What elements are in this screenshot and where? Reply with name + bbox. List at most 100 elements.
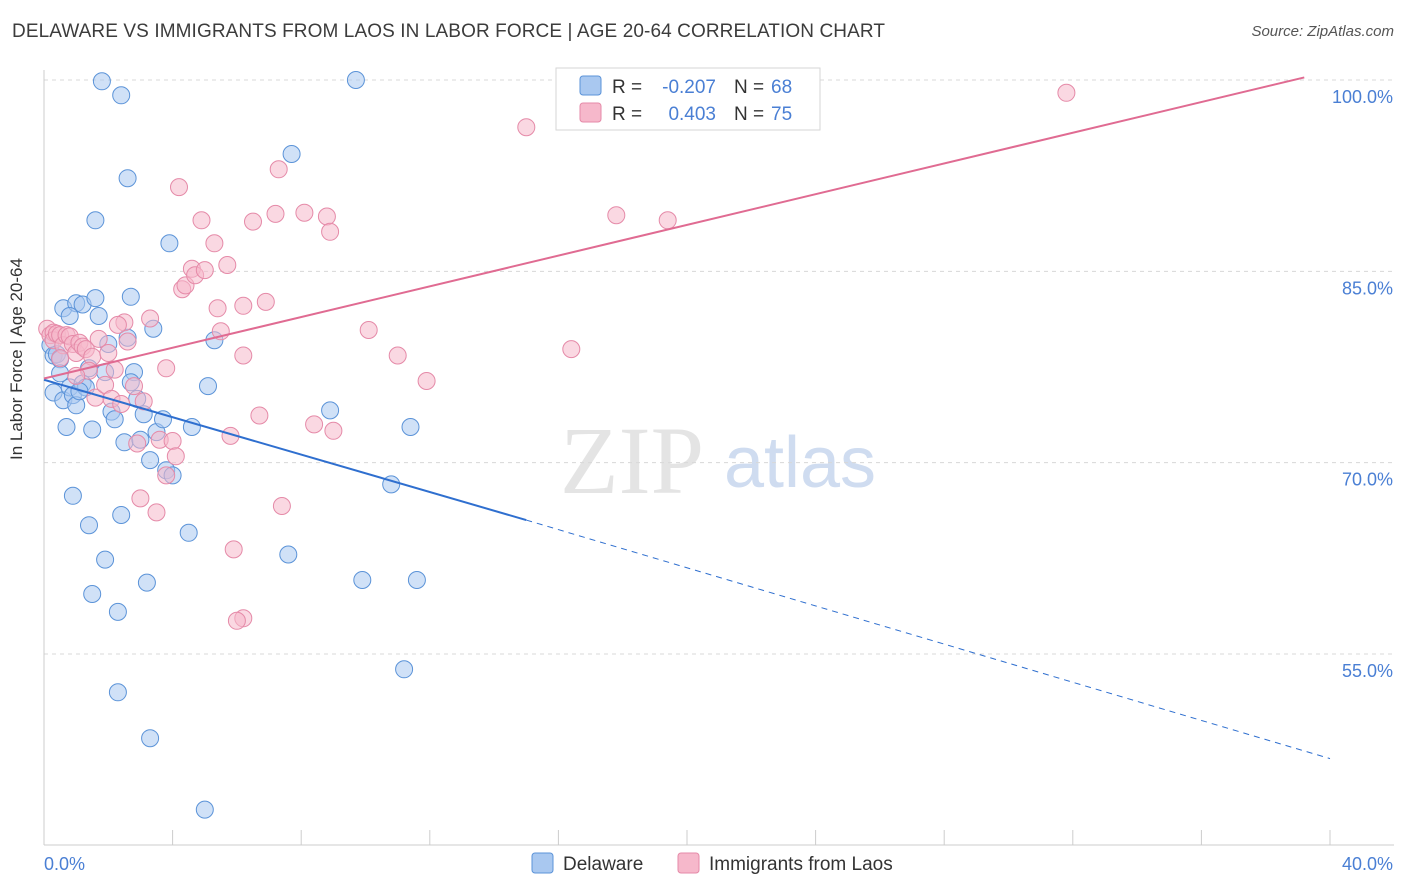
laos-point <box>163 432 182 450</box>
delaware-point <box>105 410 124 429</box>
chart-title: DELAWARE VS IMMIGRANTS FROM LAOS IN LABO… <box>12 21 886 42</box>
y-tick-label: 55.0% <box>1342 661 1393 681</box>
delaware-point <box>141 451 160 470</box>
laos-point <box>658 211 677 230</box>
stats-r-label-delaware: R = <box>612 77 642 98</box>
laos-point <box>305 415 324 434</box>
x-tick-label-max: 40.0% <box>1342 854 1393 874</box>
delaware-point <box>195 800 214 819</box>
stats-n-label-delaware: N = <box>734 77 764 98</box>
laos-point <box>562 340 581 359</box>
laos-point <box>192 211 211 230</box>
legend-swatch-delaware <box>531 852 554 874</box>
laos-point <box>118 332 137 351</box>
delaware-point <box>108 602 127 621</box>
delaware-point <box>108 683 127 702</box>
series-laos-points <box>38 83 1076 630</box>
delaware-point <box>92 72 111 91</box>
laos-point <box>250 406 269 425</box>
watermark-zip: ZIP <box>560 407 704 514</box>
delaware-point <box>83 420 102 439</box>
stats-legend-swatch-delaware <box>579 75 602 96</box>
laos-point <box>195 261 214 280</box>
laos-point <box>266 204 285 223</box>
delaware-point <box>401 418 420 436</box>
delaware-trend-line <box>43 378 527 522</box>
laos-point <box>89 329 108 348</box>
laos-point <box>1057 83 1076 102</box>
laos-point <box>256 292 275 311</box>
laos-point <box>131 489 150 508</box>
laos-point <box>388 346 407 365</box>
delaware-point <box>80 516 98 535</box>
x-tick-label-min: 0.0% <box>44 854 85 874</box>
delaware-point <box>86 289 105 308</box>
laos-trend-line <box>43 76 1305 380</box>
delaware-point <box>199 377 217 396</box>
laos-point <box>317 207 336 226</box>
delaware-point <box>282 145 301 163</box>
axes <box>43 70 1394 846</box>
delaware-point <box>321 401 340 420</box>
delaware-point <box>160 234 179 253</box>
delaware-point <box>407 571 426 589</box>
laos-point <box>205 234 224 253</box>
laos-point <box>324 421 343 440</box>
stats-n-value-delaware: 68 <box>771 77 792 98</box>
laos-point <box>234 296 253 315</box>
y-tick-label: 85.0% <box>1342 278 1393 298</box>
delaware-point <box>346 71 365 89</box>
stats-n-value-laos: 75 <box>771 104 792 125</box>
delaware-point <box>86 211 105 230</box>
trend-lines <box>43 76 1331 760</box>
laos-point <box>99 344 118 362</box>
laos-point <box>272 497 291 515</box>
laos-point <box>321 222 340 241</box>
delaware-point <box>279 545 298 564</box>
stats-n-label-laos: N = <box>734 104 764 125</box>
laos-point <box>224 540 243 559</box>
chart-source: Source: ZipAtlas.com <box>1251 23 1394 40</box>
laos-point <box>166 447 185 466</box>
stats-legend: R = -0.207 N = 68 R = 0.403 N = 75 <box>555 67 821 131</box>
laos-point <box>125 377 143 396</box>
delaware-point <box>118 169 137 188</box>
delaware-point <box>121 287 140 306</box>
series-delaware-points <box>41 71 426 819</box>
legend-label-laos: Immigrants from Laos <box>709 854 893 875</box>
laos-point <box>128 434 147 453</box>
gridlines <box>44 79 1394 655</box>
laos-point <box>147 503 166 522</box>
laos-point <box>269 160 288 179</box>
laos-point <box>607 206 626 225</box>
x-ticks <box>43 830 1331 845</box>
laos-point <box>359 321 378 339</box>
y-axis-label: In Labor Force | Age 20-64 <box>7 258 27 561</box>
laos-point <box>108 315 127 334</box>
legend-label-delaware: Delaware <box>563 854 643 875</box>
delaware-point <box>395 660 414 679</box>
laos-point <box>295 203 314 222</box>
delaware-point <box>112 86 131 105</box>
delaware-point <box>83 585 102 603</box>
laos-point <box>157 359 176 378</box>
delaware-point <box>63 486 82 505</box>
laos-point <box>134 392 153 411</box>
delaware-point <box>96 550 115 569</box>
delaware-point <box>353 571 372 589</box>
delaware-trend-line-extrapolated <box>526 519 1331 760</box>
stats-r-value-laos: 0.403 <box>668 104 716 125</box>
y-tick-label: 100.0% <box>1332 87 1393 107</box>
laos-point <box>157 466 176 485</box>
delaware-point <box>141 729 160 748</box>
delaware-point <box>179 523 198 542</box>
delaware-point <box>182 418 201 436</box>
laos-point <box>51 349 70 368</box>
legend-swatch-laos <box>677 852 700 874</box>
stats-r-label-laos: R = <box>612 104 642 125</box>
laos-point <box>417 372 436 390</box>
stats-legend-swatch-laos <box>579 102 602 123</box>
delaware-point <box>137 573 156 592</box>
laos-point <box>227 611 246 630</box>
